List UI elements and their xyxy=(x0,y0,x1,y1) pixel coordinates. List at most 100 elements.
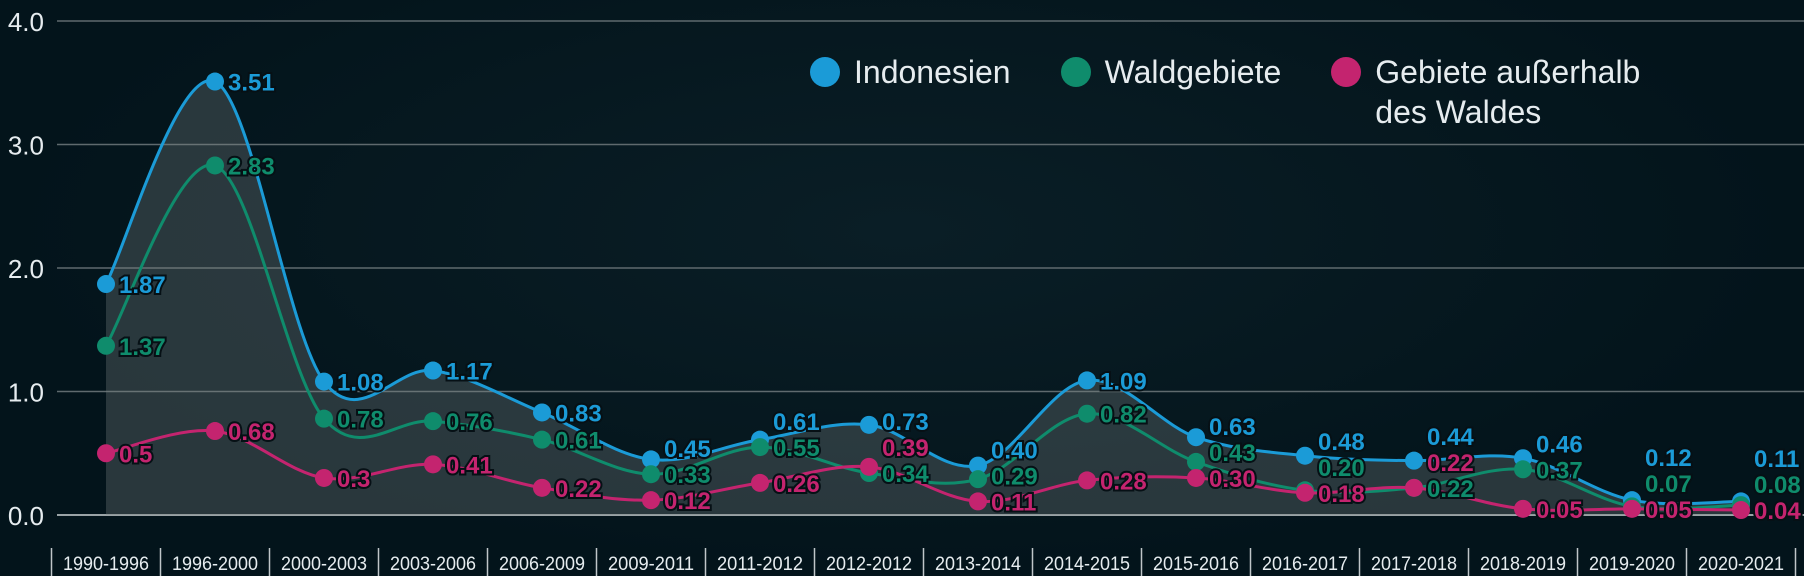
data-label: 0.12 xyxy=(1645,445,1692,472)
data-point xyxy=(1187,428,1205,447)
data-label: 0.11 xyxy=(991,489,1036,516)
data-label: 0.43 xyxy=(1209,440,1256,467)
x-tick-label: 2013-2014 xyxy=(935,554,1021,575)
data-label: 0.33 xyxy=(664,462,711,489)
data-label: 0.07 xyxy=(1645,471,1692,498)
data-point xyxy=(424,455,442,474)
x-tick-label: 2018-2019 xyxy=(1480,554,1566,575)
data-label: 0.45 xyxy=(664,436,711,463)
data-label: 0.41 xyxy=(446,452,493,479)
data-point xyxy=(315,409,333,428)
data-point xyxy=(642,491,660,510)
data-label: 0.05 xyxy=(1536,497,1583,524)
data-point xyxy=(1078,404,1096,423)
data-label: 0.63 xyxy=(1209,414,1256,441)
data-label: 0.68 xyxy=(228,419,275,446)
legend-marker xyxy=(1060,57,1091,87)
x-tick-label: 2003-2006 xyxy=(390,554,476,575)
data-label: 0.46 xyxy=(1536,431,1583,458)
data-point xyxy=(969,456,987,475)
data-label: 0.34 xyxy=(882,461,929,488)
data-point xyxy=(206,422,224,441)
data-label: 0.04 xyxy=(1754,498,1801,525)
data-point xyxy=(315,468,333,487)
data-label: 0.39 xyxy=(882,435,929,462)
data-label: 0.55 xyxy=(773,435,820,462)
x-tick-label: 2006-2009 xyxy=(499,554,585,575)
x-tick-label: 2015-2016 xyxy=(1153,554,1239,575)
data-point xyxy=(1187,468,1205,487)
data-point xyxy=(1623,499,1641,518)
x-tick-label: 2000-2003 xyxy=(281,554,367,575)
data-label: 0.18 xyxy=(1318,481,1365,508)
y-tick-label: 3.0 xyxy=(8,131,44,161)
legend-label: Waldgebiete xyxy=(1104,54,1282,90)
data-point xyxy=(1078,471,1096,490)
legend-label: Gebiete außerhalb des Waldes xyxy=(1375,54,1641,130)
data-label: 0.11 xyxy=(1754,446,1799,473)
y-tick-label: 2.0 xyxy=(8,254,44,284)
data-point xyxy=(1296,446,1314,465)
data-point xyxy=(206,72,224,91)
x-tick-label: 2017-2018 xyxy=(1371,554,1457,575)
data-label: 0.30 xyxy=(1209,466,1256,493)
x-tick-label: 2020-2021 xyxy=(1698,554,1784,575)
data-label: 0.37 xyxy=(1536,457,1583,484)
data-point xyxy=(969,470,987,489)
legend-item-waldgebiete: Waldgebiete xyxy=(1060,52,1282,132)
data-label: 0.3 xyxy=(337,466,370,493)
data-point xyxy=(1078,371,1096,390)
legend-marker xyxy=(810,57,840,87)
data-point xyxy=(1296,483,1314,502)
data-label: 0.22 xyxy=(1427,476,1474,503)
data-label: 0.48 xyxy=(1318,429,1365,456)
data-point xyxy=(315,372,333,391)
data-point xyxy=(1514,499,1532,518)
data-point xyxy=(860,415,878,434)
y-tick-label: 1.0 xyxy=(8,378,44,408)
data-label: 0.20 xyxy=(1318,455,1365,482)
data-label: 0.26 xyxy=(773,471,820,498)
data-point xyxy=(1405,451,1423,470)
legend-item-indonesien: Indonesien xyxy=(810,52,1011,132)
data-label: 0.82 xyxy=(1100,402,1147,429)
x-tick-label: 2009-2011 xyxy=(608,554,694,575)
data-point xyxy=(642,465,660,484)
x-tick-label: 2019-2020 xyxy=(1589,554,1675,575)
data-label: 0.22 xyxy=(555,476,602,503)
x-tick-label: 2016-2017 xyxy=(1262,554,1348,575)
x-tick-label: 2014-2015 xyxy=(1044,554,1130,575)
data-label: 0.08 xyxy=(1754,472,1801,499)
data-point xyxy=(751,473,769,492)
data-point xyxy=(1514,460,1532,479)
data-label: 0.29 xyxy=(991,463,1038,490)
data-label: 0.40 xyxy=(991,437,1038,464)
data-label: 0.76 xyxy=(446,409,493,436)
x-tick-label: 2012-2012 xyxy=(826,554,912,575)
data-point xyxy=(1732,501,1750,520)
data-label: 0.61 xyxy=(773,409,820,436)
data-label: 2.83 xyxy=(228,153,275,180)
data-point xyxy=(424,412,442,431)
data-label: 0.78 xyxy=(337,407,384,434)
data-point xyxy=(642,450,660,469)
data-label: 0.83 xyxy=(555,400,602,427)
data-point xyxy=(860,457,878,476)
x-tick-label: 1990-1996 xyxy=(63,554,149,575)
legend-marker xyxy=(1331,57,1362,87)
legend-label: Indonesien xyxy=(854,54,1011,90)
data-point xyxy=(969,492,987,511)
data-point xyxy=(97,275,115,294)
data-point xyxy=(1405,478,1423,497)
data-label: 0.22 xyxy=(1427,450,1474,477)
data-label: 0.28 xyxy=(1100,468,1147,495)
data-point xyxy=(97,444,115,463)
data-point xyxy=(1187,452,1205,471)
data-point xyxy=(751,438,769,457)
data-label: 0.5 xyxy=(119,441,152,468)
data-label: 0.61 xyxy=(555,428,602,455)
data-point xyxy=(533,430,551,449)
data-label: 0.12 xyxy=(664,488,711,515)
